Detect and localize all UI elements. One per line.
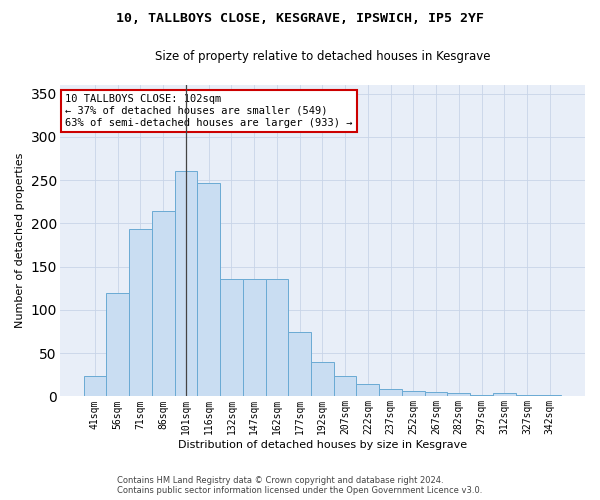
Bar xyxy=(220,279,243,396)
Bar xyxy=(83,376,106,396)
Bar xyxy=(106,292,129,397)
Text: 10 TALLBOYS CLOSE: 102sqm
← 37% of detached houses are smaller (549)
63% of semi: 10 TALLBOYS CLOSE: 102sqm ← 37% of detac… xyxy=(65,94,352,128)
Bar xyxy=(197,183,220,396)
Bar xyxy=(379,390,402,396)
Bar xyxy=(288,332,311,396)
Bar xyxy=(152,212,175,396)
Bar xyxy=(175,170,197,396)
X-axis label: Distribution of detached houses by size in Kesgrave: Distribution of detached houses by size … xyxy=(178,440,467,450)
Bar xyxy=(448,393,470,396)
Bar xyxy=(129,230,152,396)
Bar xyxy=(515,394,538,396)
Text: Contains HM Land Registry data © Crown copyright and database right 2024.
Contai: Contains HM Land Registry data © Crown c… xyxy=(118,476,482,495)
Bar xyxy=(266,279,288,396)
Bar xyxy=(334,376,356,396)
Text: 10, TALLBOYS CLOSE, KESGRAVE, IPSWICH, IP5 2YF: 10, TALLBOYS CLOSE, KESGRAVE, IPSWICH, I… xyxy=(116,12,484,26)
Bar xyxy=(402,391,425,396)
Bar xyxy=(470,394,493,396)
Bar xyxy=(311,362,334,396)
Bar xyxy=(243,279,266,396)
Bar xyxy=(356,384,379,396)
Bar xyxy=(493,393,515,396)
Bar xyxy=(425,392,448,396)
Title: Size of property relative to detached houses in Kesgrave: Size of property relative to detached ho… xyxy=(155,50,490,63)
Y-axis label: Number of detached properties: Number of detached properties xyxy=(15,153,25,328)
Bar xyxy=(538,394,561,396)
